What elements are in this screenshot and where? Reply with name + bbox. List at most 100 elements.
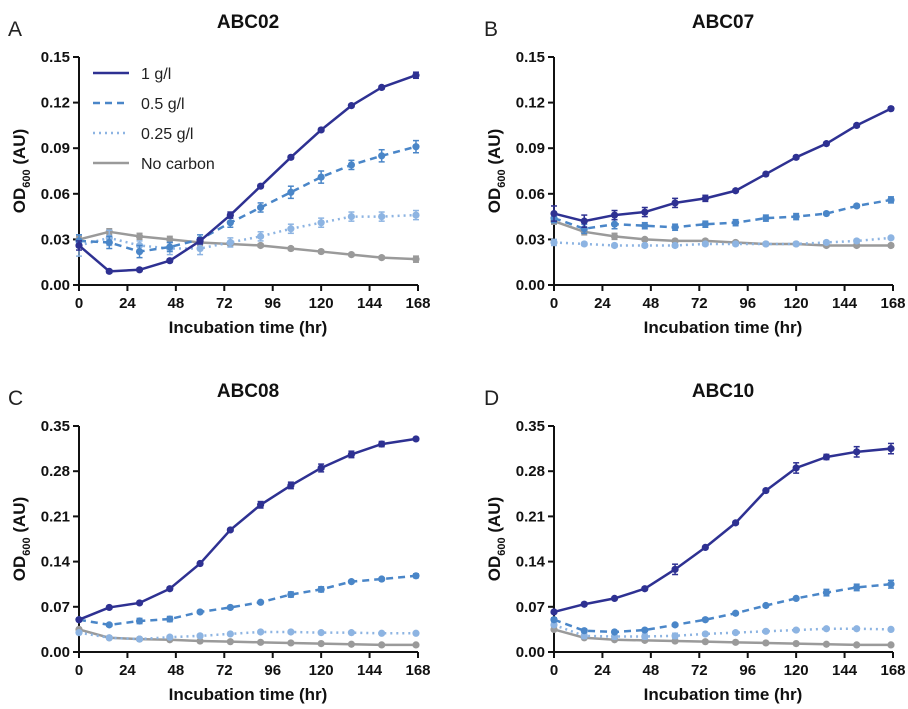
data-point <box>317 247 325 256</box>
y-tick-label: 0.00 <box>41 644 70 661</box>
data-point <box>822 640 831 648</box>
y-axis-label-main: OD <box>10 556 29 582</box>
data-point <box>887 241 895 250</box>
data-point <box>378 641 386 649</box>
data-point <box>853 625 861 633</box>
data-point <box>226 638 234 646</box>
data-point <box>347 640 356 648</box>
data-point <box>257 638 265 646</box>
data-point <box>671 565 679 573</box>
data-point <box>287 225 295 233</box>
data-point <box>226 526 234 534</box>
data-point <box>641 632 649 641</box>
data-point <box>412 211 420 219</box>
data-point <box>166 633 174 641</box>
x-tick-label: 72 <box>691 295 708 312</box>
panel-letter: D <box>484 387 499 410</box>
data-point <box>732 240 740 248</box>
data-point <box>853 237 861 245</box>
data-point <box>166 235 174 243</box>
x-tick-label: 48 <box>643 662 660 679</box>
data-point <box>732 187 740 195</box>
x-tick-label: 96 <box>739 295 756 312</box>
y-axis-label-suffix: (AU) <box>485 129 504 170</box>
plot-area: 0.00 0.03 0.06 0.09 0.12 0.15 0 24 48 72 96 120 144 1… <box>41 49 431 312</box>
data-point <box>610 232 619 240</box>
x-tick-label: 0 <box>550 662 558 679</box>
data-point <box>641 235 649 243</box>
data-point <box>287 188 295 196</box>
data-point <box>75 616 83 624</box>
data-point <box>762 486 770 495</box>
data-point <box>701 630 709 638</box>
series-1-g-l <box>75 435 420 624</box>
data-point <box>196 637 204 645</box>
y-tick-label: 0.14 <box>516 554 546 571</box>
y-tick-label: 0.09 <box>41 140 70 157</box>
data-point <box>287 481 295 490</box>
plot-area: 0.00 0.07 0.14 0.21 0.28 0.35 0 24 48 72 96 120 144 1… <box>41 418 431 679</box>
x-tick-label: 144 <box>357 662 383 679</box>
data-point <box>347 161 356 169</box>
data-point <box>671 223 679 231</box>
x-tick-label: 24 <box>119 662 136 679</box>
y-axis-label-subscript: 600 <box>496 169 508 187</box>
data-point <box>701 616 709 624</box>
data-point <box>317 640 325 648</box>
data-point <box>257 628 265 636</box>
data-point <box>762 639 770 647</box>
chart-title: ABC07 <box>692 12 754 33</box>
data-point <box>641 222 649 230</box>
data-point <box>671 241 679 250</box>
data-point <box>792 153 800 161</box>
x-tick-label: 120 <box>784 295 809 312</box>
data-point <box>287 628 295 636</box>
data-point <box>762 627 770 635</box>
panel-letter: A <box>8 18 22 41</box>
y-tick-label: 0.03 <box>516 231 545 248</box>
data-point <box>105 634 113 642</box>
data-point <box>792 464 800 472</box>
data-point <box>257 501 265 509</box>
x-tick-label: 96 <box>264 662 281 679</box>
data-point <box>135 617 144 625</box>
data-point <box>412 572 420 580</box>
data-point <box>792 626 800 634</box>
data-point <box>75 241 83 250</box>
data-point <box>166 615 174 623</box>
x-tick-label: 120 <box>309 295 334 312</box>
data-point <box>853 641 861 649</box>
data-point <box>701 194 709 202</box>
data-point <box>762 601 770 610</box>
series-0-25-g-l <box>550 234 895 250</box>
data-point <box>347 251 356 259</box>
data-point <box>732 609 740 617</box>
data-point <box>196 608 204 616</box>
data-point <box>412 71 420 79</box>
data-point <box>317 219 325 227</box>
data-point <box>580 240 588 248</box>
series-0-25-g-l <box>75 628 420 643</box>
data-point <box>641 626 649 634</box>
y-tick-label: 0.09 <box>516 140 545 157</box>
data-point <box>641 585 649 593</box>
data-point <box>347 450 356 459</box>
y-axis-label: OD600 (AU) <box>485 129 508 213</box>
y-tick-label: 0.28 <box>516 463 545 480</box>
data-point <box>822 588 831 597</box>
y-tick-label: 0.14 <box>41 554 71 571</box>
legend-label: 0.25 g/l <box>141 126 193 143</box>
data-point <box>226 219 234 227</box>
x-tick-label: 168 <box>880 295 905 312</box>
series-1-g-l <box>550 442 895 616</box>
data-point <box>792 640 800 648</box>
y-tick-label: 0.21 <box>516 508 545 525</box>
data-point <box>257 241 265 250</box>
data-point <box>378 83 386 91</box>
y-axis-label-suffix: (AU) <box>10 497 29 538</box>
series-0-25-g-l <box>550 621 895 641</box>
y-tick-label: 0.06 <box>516 186 545 203</box>
x-axis-label: Incubation time (hr) <box>644 318 803 337</box>
series-0-5-g-l <box>75 572 420 629</box>
